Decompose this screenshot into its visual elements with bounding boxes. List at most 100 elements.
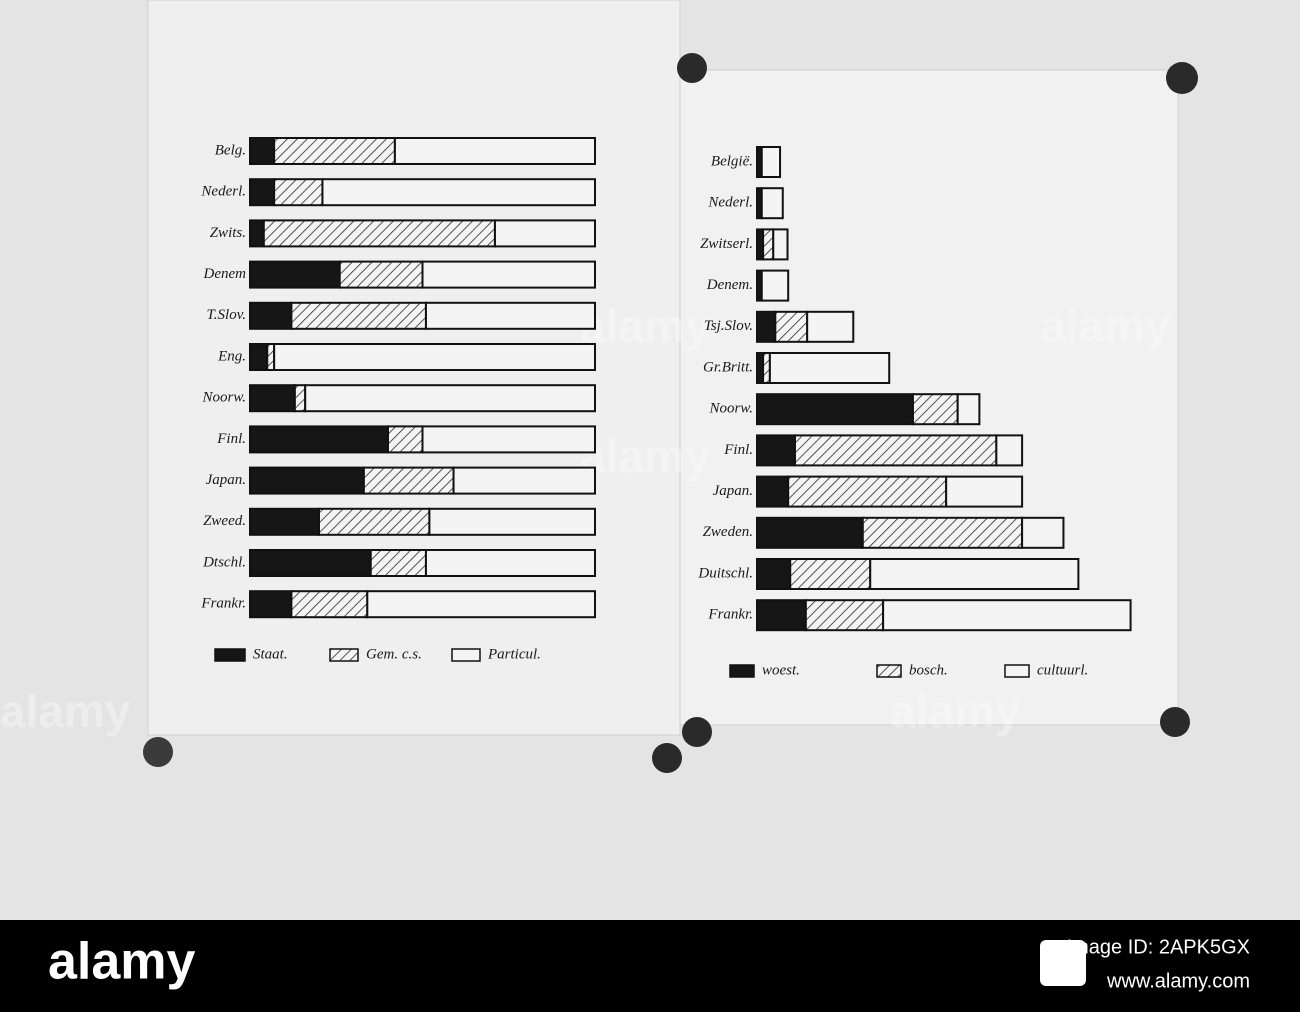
bar-segment (249, 301, 293, 330)
bar-segment (756, 599, 807, 632)
y-tick-label: Nederl. (200, 184, 246, 200)
y-tick-label: Japan. (713, 483, 753, 499)
bar-segment (421, 260, 596, 289)
y-tick-label: Japan. (206, 472, 246, 488)
bar-segment (956, 393, 981, 426)
y-tick-label: Noorw. (709, 401, 753, 417)
watermark: alamy (1040, 300, 1171, 352)
y-tick-label: Finl. (216, 431, 246, 447)
bar-segment (366, 590, 596, 619)
legend-swatch (729, 664, 755, 678)
bar-segment (249, 549, 372, 577)
bar-segment (249, 219, 265, 248)
bar-segment (945, 475, 1024, 508)
y-tick-label: Tsj.Slov. (704, 318, 753, 334)
watermark: alamy (580, 300, 711, 352)
bar-segment (387, 425, 424, 454)
y-tick-label: Frankr. (707, 607, 753, 623)
bar-segment (1021, 516, 1065, 549)
y-tick-label: Gr.Britt. (703, 359, 753, 375)
y-tick-label: Duitschl. (697, 565, 753, 581)
footer-brand: alamy (48, 933, 196, 991)
bar-segment (760, 187, 784, 220)
bar-segment (321, 178, 596, 207)
bar-segment (293, 384, 307, 413)
bar-segment (249, 384, 296, 413)
legend-swatch (214, 648, 246, 662)
y-tick-label: Zweed. (203, 513, 246, 529)
y-tick-label: Noorw. (202, 390, 246, 406)
bar-segment (493, 219, 597, 248)
bar-segment (760, 146, 782, 178)
legend-swatch (451, 648, 481, 662)
bar-segment (768, 352, 891, 384)
legend-swatch (329, 648, 359, 662)
bar-segment (249, 425, 389, 454)
bar-segment (249, 137, 276, 165)
y-tick-label: Denem (203, 266, 247, 282)
bar-segment (273, 137, 396, 165)
y-tick-label: T.Slov. (207, 307, 246, 323)
legend-label: Staat. (253, 646, 288, 662)
bar-segment (804, 599, 885, 632)
bar-segment (362, 466, 455, 495)
bar-segment (911, 393, 959, 426)
legend-swatch (1004, 664, 1030, 678)
legend-label: woest. (762, 662, 800, 678)
bar-segment (787, 475, 948, 508)
bar-segment (290, 301, 427, 330)
bar-segment (318, 507, 431, 536)
url: www.alamy.com (1106, 970, 1250, 992)
bar-segment (338, 260, 424, 289)
bar-segment (428, 507, 596, 536)
bar-segment (789, 558, 872, 590)
y-tick-label: Nederl. (707, 195, 753, 211)
bar-segment (424, 549, 597, 577)
bar-segment (262, 219, 496, 248)
y-tick-label: Eng. (217, 348, 246, 364)
y-tick-label: Zweden. (703, 524, 753, 540)
bar-segment (760, 269, 790, 302)
bar-segment (756, 310, 777, 343)
y-tick-label: België. (711, 153, 753, 169)
charts: Belg. Nederl. Zwits. Denem T.Slov. Eng. Noorw.… (200, 137, 1132, 678)
bar-segment (452, 466, 596, 495)
bar-segment (249, 507, 320, 536)
bar-segment (756, 434, 796, 467)
legend-label: bosch. (909, 662, 948, 678)
bar-segment (249, 466, 365, 495)
y-tick-label: Zwitserl. (700, 236, 753, 252)
bar-segment (304, 384, 596, 413)
legend-label: cultuurl. (1037, 662, 1088, 678)
bar-segment (756, 558, 792, 590)
legend-swatch (876, 664, 902, 678)
bar-segment (249, 343, 269, 371)
logo (1040, 940, 1086, 986)
image-id: Image ID: 2APK5GX (1067, 936, 1250, 958)
bar-segment (273, 343, 596, 371)
bar-segment (882, 599, 1132, 632)
bar-segment (266, 343, 276, 371)
y-tick-label: Finl. (723, 442, 753, 458)
bar-segment (756, 393, 914, 426)
bar-segment (273, 178, 324, 207)
bar-segment (806, 310, 855, 343)
y-tick-label: Denem. (706, 277, 753, 293)
bar-segment (995, 434, 1024, 467)
y-tick-label: Belg. (215, 142, 246, 158)
bar-segment (393, 137, 596, 165)
pins (143, 53, 1198, 773)
bar-segment (869, 558, 1080, 590)
bar-segment (369, 549, 427, 577)
bar-segment (249, 590, 293, 619)
bar-segment (861, 516, 1024, 549)
bar-segment (772, 228, 789, 261)
watermark: alamy (0, 685, 131, 737)
legend-label: Gem. c.s. (366, 646, 422, 662)
bar-segment (774, 310, 809, 343)
bar-segment (424, 301, 597, 330)
bar-segment (762, 228, 775, 261)
y-tick-label: Zwits. (210, 225, 246, 241)
watermark: alamy (580, 430, 711, 482)
